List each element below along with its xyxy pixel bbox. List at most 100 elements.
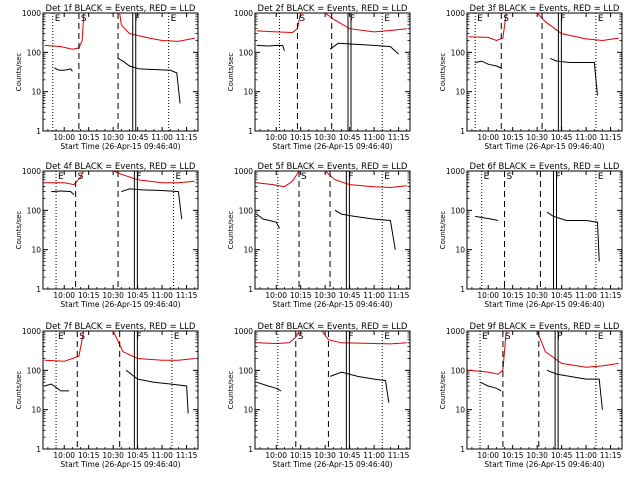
y-tick-label: 10 — [31, 246, 41, 255]
plot-frame — [254, 330, 411, 450]
x-tick-label: 10:00 — [265, 291, 287, 300]
lld-series-line — [44, 171, 85, 186]
x-tick-label: 10:30 — [526, 133, 548, 142]
events-series-line — [121, 188, 183, 220]
marker-label: S — [81, 14, 87, 24]
marker-label: F — [135, 14, 140, 24]
y-axis-label: Counts/sec — [227, 371, 235, 410]
x-tick-label: 11:00 — [575, 451, 597, 460]
y-tick-label: 1000 — [22, 167, 41, 176]
chart-panel: Det 3f BLACK = Events, RED = LLD 1 10 100 10… — [439, 4, 623, 151]
events-series-line — [54, 67, 73, 72]
x-tick-label: 10:15 — [502, 133, 524, 142]
x-tick-label: 10:30 — [526, 451, 548, 460]
y-tick-label: 100 — [451, 366, 466, 375]
marker-label: E — [598, 332, 604, 342]
marker-label: E — [384, 172, 390, 182]
chart-panel: Det 5f BLACK = Events, RED = LLD 1 10 100 10… — [227, 162, 411, 309]
y-tick-label: 100 — [27, 366, 42, 375]
marker-label: S — [301, 172, 307, 182]
chart-panel: Det 6f BLACK = Events, RED = LLD 1 10 100 10… — [439, 162, 623, 309]
events-series-line — [475, 60, 502, 69]
x-tick-label: 10:00 — [265, 133, 287, 142]
x-tick-label: 11:15 — [600, 451, 622, 460]
x-tick-label: 10:45 — [339, 291, 361, 300]
x-tick-label: 10:45 — [127, 451, 149, 460]
marker-label: E — [598, 14, 604, 24]
x-tick-label: 11:15 — [388, 291, 410, 300]
x-tick-label: 11:00 — [151, 133, 173, 142]
y-axis-label: Counts/sec — [227, 211, 235, 250]
marker-label: F — [555, 172, 560, 182]
y-tick-label: 100 — [239, 366, 254, 375]
y-tick-label: 1 — [248, 445, 253, 454]
events-series-line — [550, 57, 598, 96]
x-tick-label: 10:15 — [78, 133, 100, 142]
x-tick-label: 10:45 — [551, 291, 573, 300]
y-tick-label: 1 — [36, 445, 41, 454]
y-tick-label: 10 — [31, 406, 41, 415]
chart-title: Det 8f BLACK = Events, RED = LLD — [258, 322, 408, 332]
y-tick-label: 100 — [27, 206, 42, 215]
y-tick-label: 1000 — [234, 327, 253, 336]
y-tick-label: 1000 — [234, 9, 253, 18]
x-tick-label: 10:30 — [102, 451, 124, 460]
x-axis-label: Start Time (26-Apr-15 09:46:40) — [60, 142, 180, 151]
marker-label: E — [176, 172, 182, 182]
lld-series-line — [112, 331, 195, 361]
x-tick-label: 10:30 — [526, 291, 548, 300]
marker-label: S — [298, 332, 304, 342]
x-tick-label: 10:30 — [102, 291, 124, 300]
chart-panel: Det 7f BLACK = Events, RED = LLD 1 10 100 10… — [15, 322, 199, 469]
x-axis-label: Start Time (26-Apr-15 09:46:40) — [272, 300, 392, 309]
chart-title: Det 4f BLACK = Events, RED = LLD — [46, 162, 196, 172]
chart-panel: Det 1f BLACK = Events, RED = LLD 1 10 100 10… — [15, 4, 199, 151]
events-series-line — [334, 209, 396, 250]
marker-label: S — [503, 14, 509, 24]
x-tick-label: 10:15 — [290, 291, 312, 300]
marker-label: F — [136, 172, 141, 182]
marker-label: E — [482, 332, 488, 342]
lld-series-line — [324, 13, 407, 33]
x-tick-label: 10:45 — [339, 451, 361, 460]
y-tick-label: 1 — [36, 285, 41, 294]
y-tick-label: 1 — [460, 127, 465, 136]
x-tick-label: 10:45 — [551, 451, 573, 460]
x-tick-label: 10:00 — [477, 291, 499, 300]
events-series-line — [546, 211, 600, 262]
x-tick-label: 10:00 — [53, 451, 75, 460]
x-axis-label: Start Time (26-Apr-15 09:46:40) — [60, 300, 180, 309]
plot-frame — [42, 330, 199, 450]
lld-series-line — [119, 13, 195, 42]
plot-frame — [254, 12, 411, 132]
lld-series-line — [256, 171, 300, 188]
x-axis-label: Start Time (26-Apr-15 09:46:40) — [484, 300, 604, 309]
x-tick-label: 10:45 — [127, 291, 149, 300]
lld-series-line — [256, 331, 300, 345]
y-tick-label: 1000 — [234, 167, 253, 176]
x-tick-label: 10:00 — [265, 451, 287, 460]
marker-label: F — [348, 172, 353, 182]
x-axis-label: Start Time (26-Apr-15 09:46:40) — [484, 142, 604, 151]
x-tick-label: 10:15 — [502, 291, 524, 300]
lld-series-line — [468, 13, 507, 42]
x-tick-label: 10:45 — [551, 133, 573, 142]
x-axis-label: Start Time (26-Apr-15 09:46:40) — [484, 460, 604, 469]
x-tick-label: 10:00 — [477, 133, 499, 142]
marker-label: E — [484, 172, 490, 182]
lld-series-line — [44, 13, 85, 50]
chart-title: Det 6f BLACK = Events, RED = LLD — [470, 162, 620, 172]
y-axis-label: Counts/sec — [15, 53, 23, 92]
plot-frame — [42, 12, 199, 132]
x-tick-label: 11:00 — [363, 291, 385, 300]
x-tick-label: 10:15 — [290, 133, 312, 142]
marker-label: F — [348, 332, 353, 342]
x-tick-label: 10:15 — [78, 451, 100, 460]
lld-series-line — [321, 331, 407, 345]
y-tick-label: 100 — [451, 48, 466, 57]
x-tick-label: 10:30 — [102, 133, 124, 142]
marker-label: S — [79, 332, 85, 342]
events-series-line — [479, 381, 502, 392]
y-axis-label: Counts/sec — [439, 53, 447, 92]
